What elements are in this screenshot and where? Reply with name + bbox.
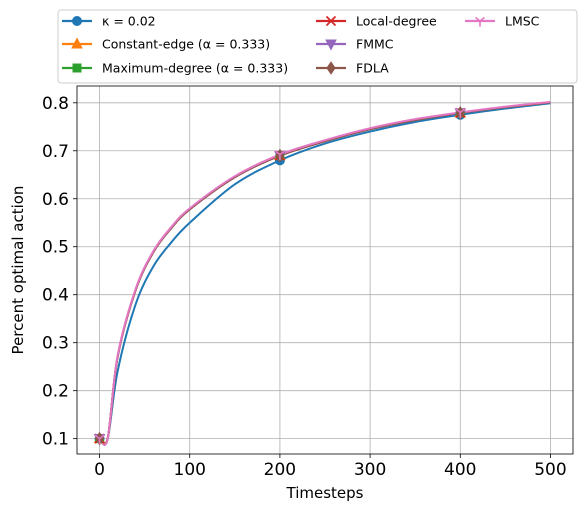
legend-marker bbox=[326, 61, 336, 75]
series-lines bbox=[98, 100, 551, 446]
legend: κ = 0.02 Constant-edge (α = 0.333) Maximum… bbox=[57, 9, 578, 84]
series-line-1 bbox=[98, 102, 551, 445]
grid-lines bbox=[77, 86, 573, 454]
x-tick-label: 100 bbox=[174, 460, 206, 480]
x-axis-title: Timesteps bbox=[286, 484, 364, 502]
x-tick-label: 200 bbox=[264, 460, 296, 480]
series-7-marker bbox=[94, 434, 105, 445]
legend-label: Local-degree bbox=[356, 14, 437, 29]
legend-item-6: FDLA bbox=[316, 61, 389, 76]
legend-label: Maximum-degree (α = 0.333) bbox=[102, 61, 288, 76]
x-tick-label: 500 bbox=[534, 460, 566, 480]
legend-marker bbox=[325, 15, 337, 27]
y-axis-title: Percent optimal action bbox=[9, 186, 27, 355]
series-line-7 bbox=[98, 100, 551, 446]
legend-marker bbox=[475, 16, 485, 27]
series-line-3 bbox=[98, 101, 551, 446]
legend-item-2: Constant-edge (α = 0.333) bbox=[62, 37, 270, 52]
legend-marker bbox=[71, 37, 83, 49]
legend-label: LMSC bbox=[505, 14, 540, 29]
y-tick-label: 0.7 bbox=[42, 142, 69, 162]
legend-frame bbox=[57, 9, 578, 84]
y-tick-label: 0.1 bbox=[42, 430, 69, 450]
series-markers bbox=[93, 105, 467, 446]
y-axis-ticks: 0.1 0.2 0.3 0.4 0.5 0.6 0.7 0.8 bbox=[42, 94, 77, 450]
series-7-marker bbox=[455, 108, 466, 118]
legend-label: FDLA bbox=[356, 61, 389, 76]
series-7-marker bbox=[274, 150, 285, 161]
legend-item-7: LMSC bbox=[465, 14, 540, 29]
y-tick-label: 0.4 bbox=[42, 286, 69, 306]
legend-marker bbox=[72, 16, 82, 26]
series-line-5 bbox=[98, 101, 551, 446]
x-tick-label: 300 bbox=[354, 460, 386, 480]
y-tick-label: 0.8 bbox=[42, 94, 69, 114]
x-tick-label: 400 bbox=[444, 460, 476, 480]
legend-marker bbox=[72, 63, 82, 73]
legend-label: Constant-edge (α = 0.333) bbox=[102, 37, 270, 52]
x-axis-ticks: 0 100 200 300 400 500 bbox=[94, 454, 567, 480]
legend-item-3: Maximum-degree (α = 0.333) bbox=[62, 61, 288, 76]
y-tick-label: 0.6 bbox=[42, 190, 69, 210]
plot-area-frame bbox=[76, 85, 574, 455]
y-tick-label: 0.5 bbox=[42, 238, 69, 258]
y-tick-label: 0.3 bbox=[42, 334, 69, 354]
legend-item-4: Local-degree bbox=[316, 14, 437, 29]
legend-item-5: FMMC bbox=[316, 37, 394, 52]
series-line-2 bbox=[98, 101, 551, 446]
legend-item-1: κ = 0.02 bbox=[62, 14, 156, 29]
series-line-6 bbox=[98, 101, 551, 446]
y-tick-label: 0.2 bbox=[42, 382, 69, 402]
series-line-4 bbox=[98, 101, 551, 446]
legend-marker bbox=[325, 39, 337, 51]
legend-label: FMMC bbox=[356, 37, 394, 52]
legend-label: κ = 0.02 bbox=[102, 14, 156, 29]
x-tick-label: 0 bbox=[94, 460, 105, 480]
